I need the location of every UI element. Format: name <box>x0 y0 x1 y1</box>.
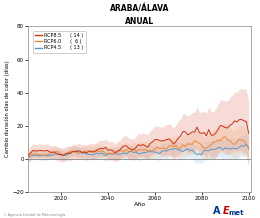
Title: ARABA/ÁLAVA
ANUAL: ARABA/ÁLAVA ANUAL <box>110 4 169 26</box>
Text: E: E <box>222 206 229 216</box>
X-axis label: Año: Año <box>134 202 146 207</box>
Text: © Agencia Estatal de Meteorología: © Agencia Estatal de Meteorología <box>3 213 65 217</box>
Y-axis label: Cambio duración olas de calor (días): Cambio duración olas de calor (días) <box>4 61 10 157</box>
Text: met: met <box>229 210 244 216</box>
Legend: RCP8.5      ( 14 ), RCP6.0      (  6 ), RCP4.5      ( 13 ): RCP8.5 ( 14 ), RCP6.0 ( 6 ), RCP4.5 ( 13… <box>33 31 86 53</box>
Text: A: A <box>213 206 221 216</box>
